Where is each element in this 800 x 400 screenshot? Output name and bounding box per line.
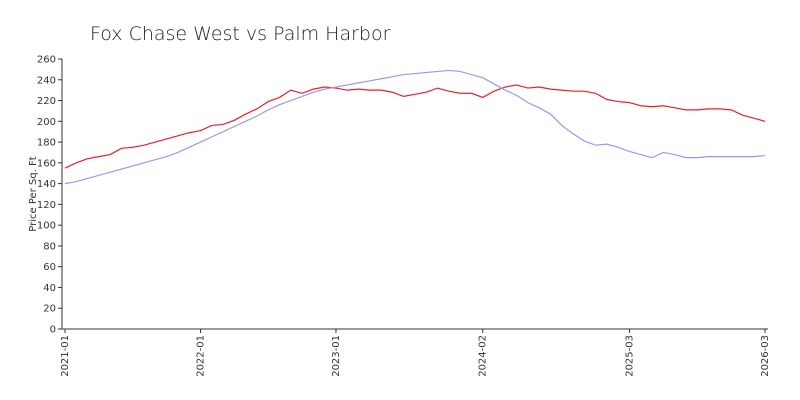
y-tick-label: 240 <box>37 75 56 86</box>
y-tick-label: 60 <box>43 262 56 273</box>
y-tick-label: 220 <box>37 96 56 107</box>
y-tick-label: 0 <box>50 325 56 336</box>
chart-title: Fox Chase West vs Palm Harbor <box>90 23 391 45</box>
data-line <box>64 69 766 185</box>
y-tick-label: 200 <box>37 117 56 128</box>
y-tick-label: 20 <box>43 304 56 315</box>
y-tick-label: 180 <box>37 138 56 149</box>
y-tick-label: 80 <box>43 241 56 252</box>
y-tick-label: 100 <box>37 221 56 232</box>
y-tick-label: 260 <box>37 55 56 66</box>
x-tick-label: 2022-01 <box>195 335 206 377</box>
y-tick-label: 140 <box>37 179 56 190</box>
data-line <box>64 84 766 169</box>
y-tick-label: 160 <box>37 158 56 169</box>
x-tick-label: 2023-01 <box>331 335 342 377</box>
x-tick-label: 2026-03 <box>760 335 771 377</box>
y-tick-label: 120 <box>37 200 56 211</box>
y-tick-label: 40 <box>43 283 56 294</box>
x-tick-label: 2025-03 <box>625 335 636 377</box>
y-axis-label: Price Per Sq. Ft <box>28 156 39 231</box>
x-tick-label: 2024-02 <box>478 335 489 377</box>
x-tick-label: 2021-01 <box>60 335 71 377</box>
